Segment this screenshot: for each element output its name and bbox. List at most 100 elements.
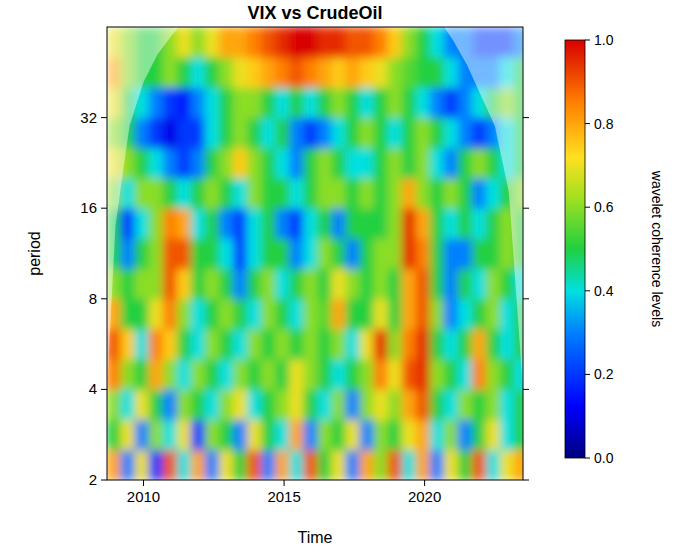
heatmap-cell	[331, 359, 346, 390]
cone-of-influence	[107, 27, 523, 389]
heatmap-cell	[261, 57, 276, 88]
heatmap-cell	[374, 27, 389, 58]
heatmap-cell	[345, 87, 360, 118]
heatmap-cell	[402, 147, 417, 178]
heatmap-cell	[345, 449, 360, 480]
y-tick-right	[523, 298, 529, 299]
y-tick-right	[523, 480, 529, 481]
heatmap-cell	[177, 117, 192, 148]
heatmap-cell	[331, 208, 346, 239]
heatmap-cell	[149, 359, 164, 390]
heatmap-cell	[500, 359, 515, 390]
heatmap-cell	[303, 27, 318, 58]
heatmap-cell	[345, 389, 360, 420]
colorbar-tick	[585, 374, 590, 375]
heatmap-cell	[107, 449, 122, 480]
colorbar	[565, 40, 585, 458]
heatmap-cell	[233, 449, 248, 480]
heatmap-cell	[444, 208, 459, 239]
heatmap-cell	[472, 328, 487, 359]
heatmap-cell	[374, 87, 389, 118]
heatmap-cell	[388, 268, 403, 299]
heatmap-cell	[444, 359, 459, 390]
heatmap-cell	[233, 268, 248, 299]
heatmap-cell	[345, 208, 360, 239]
heatmap-cell	[261, 389, 276, 420]
heatmap-cell	[289, 449, 304, 480]
heatmap-cell	[514, 449, 523, 480]
heatmap-cell	[121, 238, 136, 269]
heatmap-cell	[331, 27, 346, 58]
heatmap-cell	[500, 268, 515, 299]
heatmap-cell	[135, 328, 150, 359]
heatmap-cell	[416, 87, 431, 118]
heatmap-cell	[135, 449, 150, 480]
heatmap-cell	[191, 359, 206, 390]
heatmap-cell	[177, 27, 192, 58]
heatmap-cell	[261, 87, 276, 118]
heatmap-cell	[205, 87, 220, 118]
heatmap-cell	[331, 117, 346, 148]
heatmap-cell	[430, 117, 445, 148]
heatmap-cell	[163, 178, 178, 209]
heatmap-cell	[317, 178, 332, 209]
heatmap-cell	[458, 117, 473, 148]
heatmap-cell	[233, 208, 248, 239]
heatmap-cell	[275, 268, 290, 299]
heatmap-cell	[345, 328, 360, 359]
heatmap-cell	[177, 147, 192, 178]
heatmap-cell	[303, 359, 318, 390]
heatmap-cell	[430, 178, 445, 209]
heatmap-cell	[374, 389, 389, 420]
heatmap-cell	[233, 27, 248, 58]
heatmap-cell	[472, 147, 487, 178]
colorbar-tick-label: 0.2	[594, 366, 614, 382]
heatmap-cell	[317, 268, 332, 299]
heatmap-cell	[261, 298, 276, 329]
heatmap-cell	[402, 449, 417, 480]
heatmap-cell	[275, 57, 290, 88]
y-tick-right	[523, 389, 529, 390]
heatmap-cell	[416, 117, 431, 148]
heatmap-cell	[219, 419, 234, 450]
heatmap-cell	[486, 328, 501, 359]
heatmap-cell	[374, 419, 389, 450]
heatmap-cell	[289, 208, 304, 239]
heatmap-cell	[458, 147, 473, 178]
heatmap-cell	[275, 328, 290, 359]
heatmap-cell	[331, 57, 346, 88]
heatmap-cell	[261, 328, 276, 359]
heatmap-cell	[430, 389, 445, 420]
heatmap-cell	[233, 147, 248, 178]
heatmap-cell	[388, 389, 403, 420]
heatmap-cell	[247, 359, 262, 390]
heatmap-cell	[416, 298, 431, 329]
heatmap-cell	[303, 57, 318, 88]
colorbar-tick-label: 0.8	[594, 116, 614, 132]
heatmap-cell	[374, 298, 389, 329]
heatmap-cell	[261, 449, 276, 480]
heatmap-cell	[135, 419, 150, 450]
heatmap-cell	[121, 359, 136, 390]
heatmap-cell	[388, 87, 403, 118]
heatmap-cell	[388, 178, 403, 209]
heatmap-cell	[317, 87, 332, 118]
heatmap-cell	[430, 268, 445, 299]
heatmap-cell	[135, 178, 150, 209]
x-tick-label: 2010	[127, 488, 160, 505]
heatmap-cell	[191, 178, 206, 209]
y-axis-title: period	[26, 231, 43, 275]
heatmap-cell	[444, 178, 459, 209]
heatmap-cell	[430, 419, 445, 450]
heatmap-cell	[345, 419, 360, 450]
heatmap-cell	[191, 389, 206, 420]
heatmap-cell	[374, 117, 389, 148]
heatmap-cell	[191, 27, 206, 58]
heatmap-cell	[359, 449, 374, 480]
colorbar-tick	[585, 290, 590, 291]
heatmap-cell	[345, 27, 360, 58]
heatmap-cell	[163, 57, 178, 88]
heatmap-cell	[289, 178, 304, 209]
heatmap-cell	[458, 268, 473, 299]
heatmap-cell	[121, 389, 136, 420]
